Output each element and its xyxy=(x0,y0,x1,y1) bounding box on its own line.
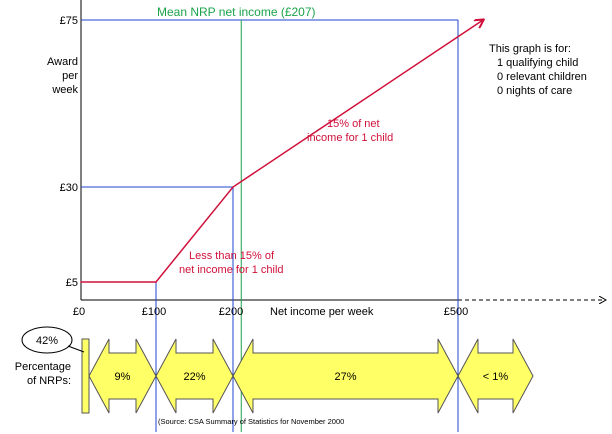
info-line-0: 1 qualifying child xyxy=(497,57,578,69)
series-group xyxy=(80,19,484,283)
zero-band-bar xyxy=(81,338,90,414)
annotation-upper-line-1: income for 1 child xyxy=(307,132,393,144)
band-value-1: 22% xyxy=(183,371,205,383)
info-header: This graph is for: xyxy=(489,43,571,55)
x-tick-label-0: £0 xyxy=(73,306,85,318)
y-axis-label-line-2: week xyxy=(51,84,78,96)
zero-callout-pointer xyxy=(67,345,85,353)
series-point-0-3 xyxy=(482,19,484,21)
x-tick-label-2: £200 xyxy=(219,306,243,318)
series-point-0-0 xyxy=(80,281,82,283)
y-tick-label-0: £5 xyxy=(66,277,78,289)
band-value-0: 9% xyxy=(115,371,131,383)
info-line-1: 0 relevant children xyxy=(497,71,587,83)
series-line-0 xyxy=(81,20,483,283)
percentage-bands: 42% Percentage of NRPs: 9% 22% 27% < 1% (Source… xyxy=(15,326,534,426)
annotations: 15% of net income for 1 child Less than 15… xyxy=(179,118,393,276)
y-tick-label-1: £30 xyxy=(60,182,78,194)
y-axis-label-line-1: per xyxy=(62,70,78,82)
annotation-upper-line-0: 15% of net xyxy=(327,118,380,130)
x-tick-label-1: £100 xyxy=(142,306,166,318)
axis-labels: Net income per week Award per week xyxy=(47,56,374,318)
annotation-lower-line-1: net income for 1 child xyxy=(179,264,284,276)
bands-label-line-1: of NRPs: xyxy=(27,375,71,387)
y-axis-label-line-0: Award xyxy=(47,56,78,68)
guide-lines xyxy=(81,19,459,432)
band-value-2: 27% xyxy=(334,371,356,383)
bands-label-line-0: Percentage xyxy=(15,361,71,373)
x-axis-label: Net income per week xyxy=(270,306,374,318)
info-box: This graph is for: 1 qualifying child 0 re… xyxy=(489,43,587,97)
info-line-2: 0 nights of care xyxy=(497,85,572,97)
zero-callout-label: 42% xyxy=(36,335,58,347)
source-note: (Source: CSA Summary of Statistics for N… xyxy=(158,417,344,426)
annotation-lower-line-0: Less than 15% of xyxy=(189,250,275,262)
series-point-0-2 xyxy=(232,186,234,188)
series-point-0-1 xyxy=(155,281,157,283)
mean-line-label: Mean NRP net income (£207) xyxy=(157,5,316,19)
band-value-3: < 1% xyxy=(483,371,509,383)
x-tick-label-3: £500 xyxy=(444,306,468,318)
zero-callout-bubble xyxy=(21,326,73,354)
band-arrow-3 xyxy=(457,338,534,414)
tick-labels: £5 £30 £75 £0 £100 £200 £500 xyxy=(60,15,469,318)
y-tick-label-2: £75 xyxy=(60,15,78,27)
